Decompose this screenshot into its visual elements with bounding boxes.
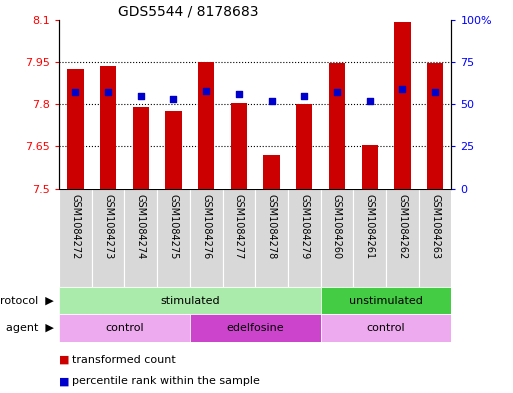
Text: stimulated: stimulated (160, 296, 220, 306)
Bar (92, 189, 125, 287)
Bar (67, 69, 84, 189)
Bar (198, 62, 214, 189)
Text: GSM1084278: GSM1084278 (267, 193, 277, 259)
Point (169, 96, 177, 102)
Point (366, 97, 374, 104)
Text: control: control (105, 323, 144, 333)
Point (398, 86, 406, 92)
Text: ■: ■ (59, 376, 69, 386)
Text: agent  ▶: agent ▶ (6, 323, 54, 333)
Point (235, 91, 243, 97)
Text: GSM1084275: GSM1084275 (168, 193, 179, 259)
Point (104, 89, 112, 95)
Point (300, 92, 308, 99)
Bar (321, 314, 451, 342)
Text: ■: ■ (59, 354, 69, 365)
Bar (329, 63, 345, 189)
Bar (427, 63, 443, 189)
Text: GSM1084263: GSM1084263 (430, 193, 440, 259)
Bar (132, 107, 149, 189)
Point (267, 97, 275, 104)
Text: GSM1084279: GSM1084279 (299, 193, 309, 259)
Bar (59, 287, 321, 314)
Text: percentile rank within the sample: percentile rank within the sample (72, 376, 260, 386)
Text: GSM1084273: GSM1084273 (103, 193, 113, 259)
Bar (165, 111, 182, 189)
Text: unstimulated: unstimulated (349, 296, 423, 306)
Bar (157, 189, 190, 287)
Text: transformed count: transformed count (72, 354, 175, 365)
Bar (255, 189, 288, 287)
Bar (386, 189, 419, 287)
Text: edelfosine: edelfosine (226, 323, 284, 333)
Point (136, 92, 145, 99)
Text: GSM1084272: GSM1084272 (70, 193, 81, 259)
Point (202, 88, 210, 94)
Text: protocol  ▶: protocol ▶ (0, 296, 54, 306)
Bar (231, 103, 247, 189)
Point (71, 89, 80, 95)
Text: GSM1084261: GSM1084261 (365, 193, 374, 259)
Text: GSM1084262: GSM1084262 (398, 193, 407, 259)
Bar (362, 145, 378, 189)
Bar (394, 22, 410, 189)
Bar (321, 189, 353, 287)
Bar (419, 189, 451, 287)
Bar (321, 287, 451, 314)
Bar (124, 189, 157, 287)
Bar (190, 314, 321, 342)
Bar (190, 189, 223, 287)
Text: GSM1084260: GSM1084260 (332, 193, 342, 259)
Text: control: control (367, 323, 405, 333)
Bar (59, 189, 92, 287)
Text: GSM1084276: GSM1084276 (201, 193, 211, 259)
Bar (288, 189, 321, 287)
Bar (223, 189, 255, 287)
Bar (100, 66, 116, 189)
Text: GSM1084274: GSM1084274 (136, 193, 146, 259)
Text: GDS5544 / 8178683: GDS5544 / 8178683 (118, 4, 259, 18)
Point (431, 89, 439, 95)
Text: GSM1084277: GSM1084277 (234, 193, 244, 259)
Bar (263, 155, 280, 189)
Bar (59, 314, 190, 342)
Bar (296, 104, 312, 189)
Point (333, 89, 341, 95)
Bar (353, 189, 386, 287)
